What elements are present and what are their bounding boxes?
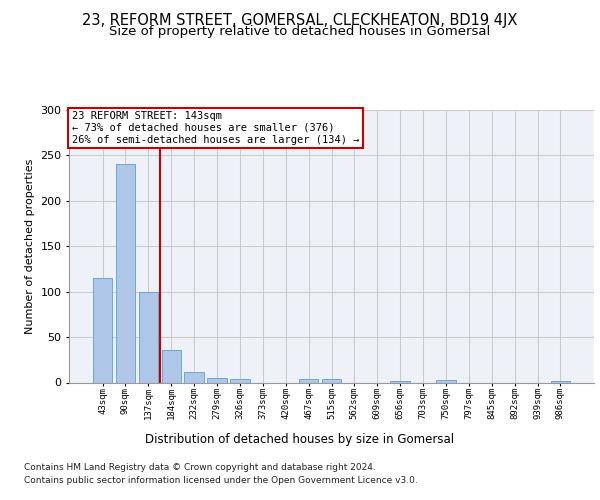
Bar — [116, 164, 135, 382]
Text: 23 REFORM STREET: 143sqm
← 73% of detached houses are smaller (376)
26% of semi-: 23 REFORM STREET: 143sqm ← 73% of detach… — [71, 112, 359, 144]
Bar — [551, 380, 570, 382]
Bar — [139, 292, 158, 382]
Bar — [391, 380, 410, 382]
Text: 23, REFORM STREET, GOMERSAL, CLECKHEATON, BD19 4JX: 23, REFORM STREET, GOMERSAL, CLECKHEATON… — [82, 12, 518, 28]
Y-axis label: Number of detached properties: Number of detached properties — [25, 158, 35, 334]
Bar — [436, 380, 455, 382]
Bar — [161, 350, 181, 382]
Bar — [93, 278, 112, 382]
Text: Size of property relative to detached houses in Gomersal: Size of property relative to detached ho… — [109, 25, 491, 38]
Text: Contains public sector information licensed under the Open Government Licence v3: Contains public sector information licen… — [24, 476, 418, 485]
Bar — [208, 378, 227, 382]
Bar — [299, 379, 319, 382]
Text: Distribution of detached houses by size in Gomersal: Distribution of detached houses by size … — [145, 432, 455, 446]
Bar — [230, 379, 250, 382]
Bar — [322, 379, 341, 382]
Text: Contains HM Land Registry data © Crown copyright and database right 2024.: Contains HM Land Registry data © Crown c… — [24, 462, 376, 471]
Bar — [184, 372, 204, 382]
